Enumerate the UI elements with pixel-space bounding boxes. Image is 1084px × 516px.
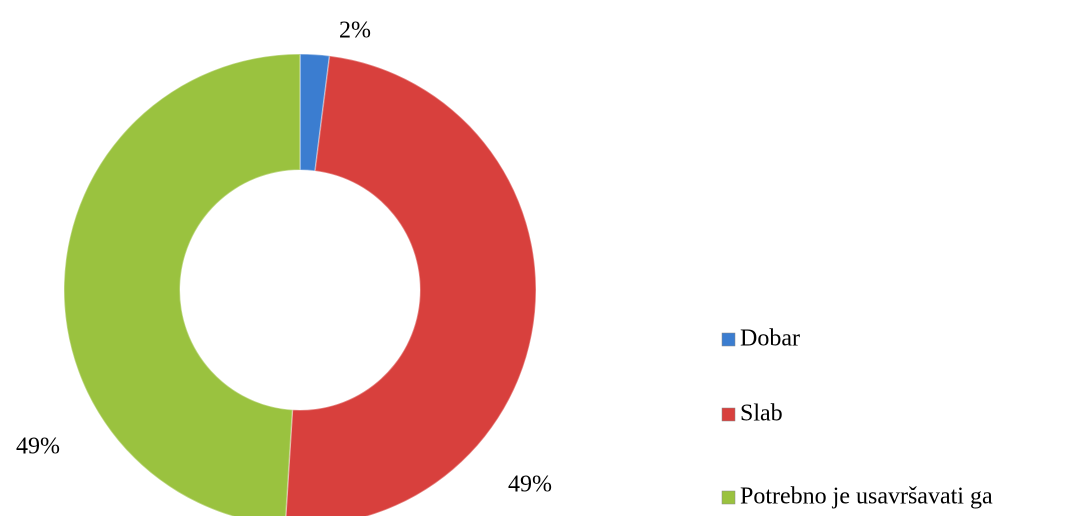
data-label: 2%: [339, 18, 371, 44]
legend-label: Slab: [740, 401, 783, 427]
donut-slice: [299, 53, 331, 172]
legend-swatch: [721, 332, 736, 347]
data-label: 49%: [16, 434, 60, 460]
legend-label: Dobar: [740, 326, 800, 352]
data-label: 49%: [508, 472, 552, 498]
legend-swatch: [721, 407, 736, 422]
donut-slice: [63, 53, 301, 516]
donut-slice: [285, 55, 537, 516]
legend-label: Potrebno je usavršavati ga: [740, 484, 993, 510]
legend-swatch: [721, 490, 736, 505]
